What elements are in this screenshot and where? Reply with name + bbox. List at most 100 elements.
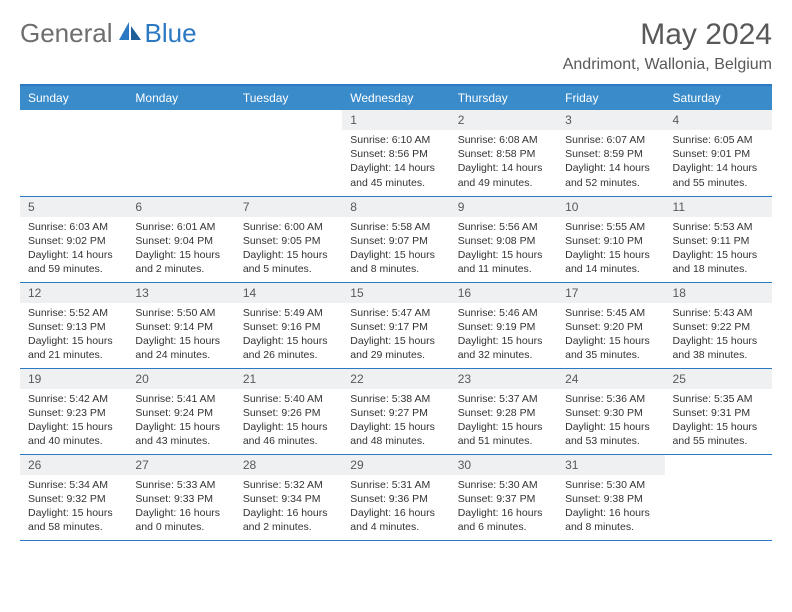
daylight-line: Daylight: 15 hours and 35 minutes. xyxy=(565,334,656,362)
daylight-line: Daylight: 16 hours and 4 minutes. xyxy=(350,506,441,534)
calendar-cell: 18Sunrise: 5:43 AMSunset: 9:22 PMDayligh… xyxy=(665,282,772,368)
calendar-header-row: SundayMondayTuesdayWednesdayThursdayFrid… xyxy=(20,86,772,110)
day-details: Sunrise: 5:40 AMSunset: 9:26 PMDaylight:… xyxy=(235,389,342,454)
sunset-line: Sunset: 9:38 PM xyxy=(565,492,656,506)
day-number-empty xyxy=(235,110,342,130)
day-number: 9 xyxy=(450,197,557,217)
day-details: Sunrise: 5:43 AMSunset: 9:22 PMDaylight:… xyxy=(665,303,772,368)
day-number: 31 xyxy=(557,455,664,475)
sunset-line: Sunset: 9:32 PM xyxy=(28,492,119,506)
sunset-line: Sunset: 8:56 PM xyxy=(350,147,441,161)
calendar-row: 1Sunrise: 6:10 AMSunset: 8:56 PMDaylight… xyxy=(20,110,772,196)
daylight-line: Daylight: 15 hours and 24 minutes. xyxy=(135,334,226,362)
sunrise-line: Sunrise: 6:00 AM xyxy=(243,220,334,234)
sunrise-line: Sunrise: 5:46 AM xyxy=(458,306,549,320)
daylight-line: Daylight: 15 hours and 53 minutes. xyxy=(565,420,656,448)
sunrise-line: Sunrise: 5:38 AM xyxy=(350,392,441,406)
sunrise-line: Sunrise: 6:10 AM xyxy=(350,133,441,147)
brand-logo: General Blue xyxy=(20,18,197,49)
sunset-line: Sunset: 9:01 PM xyxy=(673,147,764,161)
day-number: 30 xyxy=(450,455,557,475)
sunrise-line: Sunrise: 5:33 AM xyxy=(135,478,226,492)
header: General Blue May 2024 Andrimont, Walloni… xyxy=(20,18,772,74)
month-title: May 2024 xyxy=(563,18,772,52)
calendar-cell: 14Sunrise: 5:49 AMSunset: 9:16 PMDayligh… xyxy=(235,282,342,368)
sunset-line: Sunset: 9:33 PM xyxy=(135,492,226,506)
day-details: Sunrise: 5:55 AMSunset: 9:10 PMDaylight:… xyxy=(557,217,664,282)
day-details: Sunrise: 6:01 AMSunset: 9:04 PMDaylight:… xyxy=(127,217,234,282)
daylight-line: Daylight: 15 hours and 40 minutes. xyxy=(28,420,119,448)
day-details: Sunrise: 5:46 AMSunset: 9:19 PMDaylight:… xyxy=(450,303,557,368)
daylight-line: Daylight: 16 hours and 8 minutes. xyxy=(565,506,656,534)
day-number: 13 xyxy=(127,283,234,303)
day-details: Sunrise: 5:52 AMSunset: 9:13 PMDaylight:… xyxy=(20,303,127,368)
calendar-cell: 30Sunrise: 5:30 AMSunset: 9:37 PMDayligh… xyxy=(450,454,557,540)
sunset-line: Sunset: 9:17 PM xyxy=(350,320,441,334)
calendar-cell: 10Sunrise: 5:55 AMSunset: 9:10 PMDayligh… xyxy=(557,196,664,282)
weekday-header: Sunday xyxy=(20,86,127,110)
sunrise-line: Sunrise: 5:56 AM xyxy=(458,220,549,234)
sunrise-line: Sunrise: 5:34 AM xyxy=(28,478,119,492)
day-details: Sunrise: 5:33 AMSunset: 9:33 PMDaylight:… xyxy=(127,475,234,540)
sunset-line: Sunset: 9:20 PM xyxy=(565,320,656,334)
day-details: Sunrise: 5:31 AMSunset: 9:36 PMDaylight:… xyxy=(342,475,449,540)
daylight-line: Daylight: 15 hours and 5 minutes. xyxy=(243,248,334,276)
daylight-line: Daylight: 15 hours and 38 minutes. xyxy=(673,334,764,362)
sunrise-line: Sunrise: 5:49 AM xyxy=(243,306,334,320)
sunset-line: Sunset: 9:30 PM xyxy=(565,406,656,420)
daylight-line: Daylight: 16 hours and 2 minutes. xyxy=(243,506,334,534)
sunrise-line: Sunrise: 5:40 AM xyxy=(243,392,334,406)
day-details: Sunrise: 5:45 AMSunset: 9:20 PMDaylight:… xyxy=(557,303,664,368)
day-number: 20 xyxy=(127,369,234,389)
day-details: Sunrise: 5:30 AMSunset: 9:37 PMDaylight:… xyxy=(450,475,557,540)
day-details: Sunrise: 6:00 AMSunset: 9:05 PMDaylight:… xyxy=(235,217,342,282)
sunrise-line: Sunrise: 5:47 AM xyxy=(350,306,441,320)
day-number: 5 xyxy=(20,197,127,217)
calendar-body: 1 Sunrise: 6:10 AMSunset: 8:56 PM Daylight… xyxy=(20,110,772,540)
day-details: Sunrise: 5:58 AMSunset: 9:07 PMDaylight:… xyxy=(342,217,449,282)
day-details: Sunrise: 5:36 AMSunset: 9:30 PMDaylight:… xyxy=(557,389,664,454)
day-number: 17 xyxy=(557,283,664,303)
day-details: Sunrise: 5:35 AMSunset: 9:31 PMDaylight:… xyxy=(665,389,772,454)
day-number: 1 xyxy=(342,110,449,130)
day-number: 15 xyxy=(342,283,449,303)
sunset-line: Sunset: 9:16 PM xyxy=(243,320,334,334)
sail-icon xyxy=(117,20,143,47)
calendar-cell xyxy=(20,110,127,196)
sunrise-line: Sunrise: 5:37 AM xyxy=(458,392,549,406)
day-number: 12 xyxy=(20,283,127,303)
calendar-cell: 9Sunrise: 5:56 AMSunset: 9:08 PMDaylight… xyxy=(450,196,557,282)
location: Andrimont, Wallonia, Belgium xyxy=(563,56,772,74)
calendar-cell: 12Sunrise: 5:52 AMSunset: 9:13 PMDayligh… xyxy=(20,282,127,368)
calendar-cell: 13Sunrise: 5:50 AMSunset: 9:14 PMDayligh… xyxy=(127,282,234,368)
daylight-line: Daylight: 15 hours and 43 minutes. xyxy=(135,420,226,448)
calendar-row: 12Sunrise: 5:52 AMSunset: 9:13 PMDayligh… xyxy=(20,282,772,368)
daylight-line: Daylight: 15 hours and 26 minutes. xyxy=(243,334,334,362)
sunrise-line: Sunrise: 5:32 AM xyxy=(243,478,334,492)
calendar-cell: 22Sunrise: 5:38 AMSunset: 9:27 PMDayligh… xyxy=(342,368,449,454)
sunset-line: Sunset: 9:22 PM xyxy=(673,320,764,334)
day-number-empty xyxy=(127,110,234,130)
sunset-line: Sunset: 9:04 PM xyxy=(135,234,226,248)
daylight-line: Daylight: 15 hours and 8 minutes. xyxy=(350,248,441,276)
daylight-line: Daylight: 16 hours and 0 minutes. xyxy=(135,506,226,534)
day-details: Sunrise: 5:30 AMSunset: 9:38 PMDaylight:… xyxy=(557,475,664,540)
sunset-line: Sunset: 9:10 PM xyxy=(565,234,656,248)
day-number: 10 xyxy=(557,197,664,217)
calendar-cell: 20Sunrise: 5:41 AMSunset: 9:24 PMDayligh… xyxy=(127,368,234,454)
day-number: 21 xyxy=(235,369,342,389)
calendar-cell xyxy=(127,110,234,196)
sunset-line: Sunset: 9:37 PM xyxy=(458,492,549,506)
day-number: 27 xyxy=(127,455,234,475)
calendar-cell: 23Sunrise: 5:37 AMSunset: 9:28 PMDayligh… xyxy=(450,368,557,454)
sunrise-line: Sunrise: 5:55 AM xyxy=(565,220,656,234)
sunrise-line: Sunrise: 5:50 AM xyxy=(135,306,226,320)
day-details: Sunrise: 5:47 AMSunset: 9:17 PMDaylight:… xyxy=(342,303,449,368)
sunrise-line: Sunrise: 6:07 AM xyxy=(565,133,656,147)
day-number: 16 xyxy=(450,283,557,303)
daylight-line: Daylight: 15 hours and 58 minutes. xyxy=(28,506,119,534)
sunrise-line: Sunrise: 6:05 AM xyxy=(673,133,764,147)
daylight-line: Daylight: 15 hours and 55 minutes. xyxy=(673,420,764,448)
calendar-cell: 1Sunrise: 6:10 AMSunset: 8:56 PMDaylight… xyxy=(342,110,449,196)
sunrise-line: Sunrise: 5:35 AM xyxy=(673,392,764,406)
